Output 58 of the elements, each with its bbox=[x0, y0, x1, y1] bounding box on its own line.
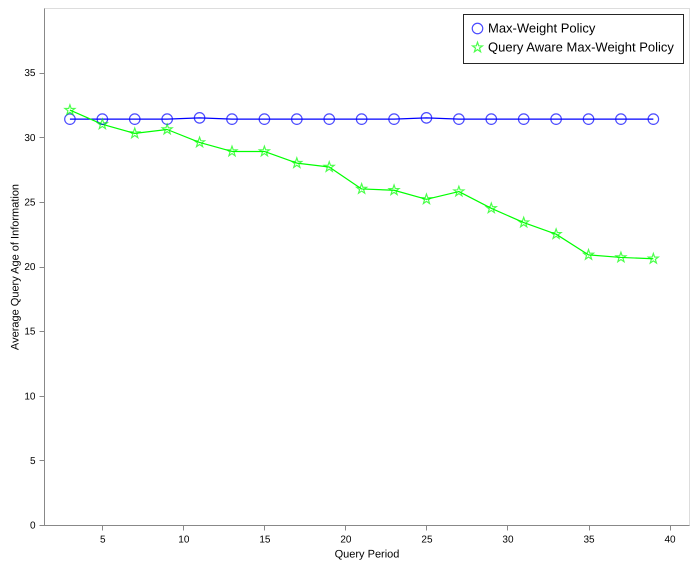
x-tick-label: 5 bbox=[100, 534, 106, 546]
point bbox=[129, 128, 140, 138]
y-tick-label: 35 bbox=[24, 68, 36, 80]
y-tick-label: 30 bbox=[24, 132, 36, 144]
point bbox=[162, 124, 173, 134]
point bbox=[582, 113, 594, 125]
point bbox=[226, 113, 238, 125]
point bbox=[388, 113, 400, 125]
y-tick-label: 25 bbox=[24, 197, 36, 208]
x-tick-label: 25 bbox=[421, 534, 433, 546]
x-tick-label: 20 bbox=[340, 534, 352, 546]
point bbox=[648, 113, 660, 125]
point bbox=[96, 118, 108, 130]
legend-label: Max-Weight Policy bbox=[488, 20, 596, 36]
point bbox=[96, 113, 108, 125]
x-tick-label: 15 bbox=[259, 534, 271, 546]
y-tick-label: 10 bbox=[24, 391, 36, 402]
point bbox=[518, 216, 530, 228]
point bbox=[194, 136, 206, 148]
point bbox=[64, 113, 76, 125]
x-axis-title: Query Period bbox=[334, 548, 400, 560]
y-axis-title: Average Query Age of Information bbox=[9, 184, 22, 350]
point bbox=[615, 113, 627, 125]
point bbox=[550, 228, 562, 240]
point bbox=[615, 252, 627, 262]
y-tick-label: 5 bbox=[30, 456, 36, 467]
point bbox=[128, 113, 141, 125]
x-tick-label: 35 bbox=[583, 534, 596, 546]
point bbox=[518, 113, 530, 125]
point bbox=[324, 161, 335, 172]
point bbox=[258, 113, 270, 125]
point bbox=[420, 193, 432, 204]
point bbox=[582, 249, 594, 260]
point bbox=[290, 113, 303, 125]
point bbox=[258, 146, 270, 156]
x-tick-label: 30 bbox=[502, 534, 514, 546]
point bbox=[420, 112, 432, 124]
x-tick-label: 40 bbox=[664, 534, 676, 546]
point bbox=[550, 113, 562, 125]
y-tick-label: 0 bbox=[30, 520, 36, 532]
point bbox=[453, 186, 464, 196]
y-tick-label: 15 bbox=[24, 326, 36, 338]
point bbox=[485, 113, 498, 125]
point bbox=[64, 104, 76, 115]
point bbox=[291, 157, 302, 168]
point bbox=[388, 184, 400, 196]
point bbox=[226, 146, 238, 156]
x-tick-label: 10 bbox=[178, 534, 190, 546]
point bbox=[356, 113, 368, 125]
point bbox=[648, 252, 659, 264]
point bbox=[194, 112, 206, 124]
point bbox=[323, 113, 336, 125]
point bbox=[453, 113, 465, 125]
legend-label: Query Aware Max-Weight Policy bbox=[488, 40, 674, 54]
point bbox=[486, 202, 497, 214]
point bbox=[356, 183, 368, 194]
point bbox=[161, 113, 174, 125]
y-tick-label: 20 bbox=[24, 262, 36, 273]
